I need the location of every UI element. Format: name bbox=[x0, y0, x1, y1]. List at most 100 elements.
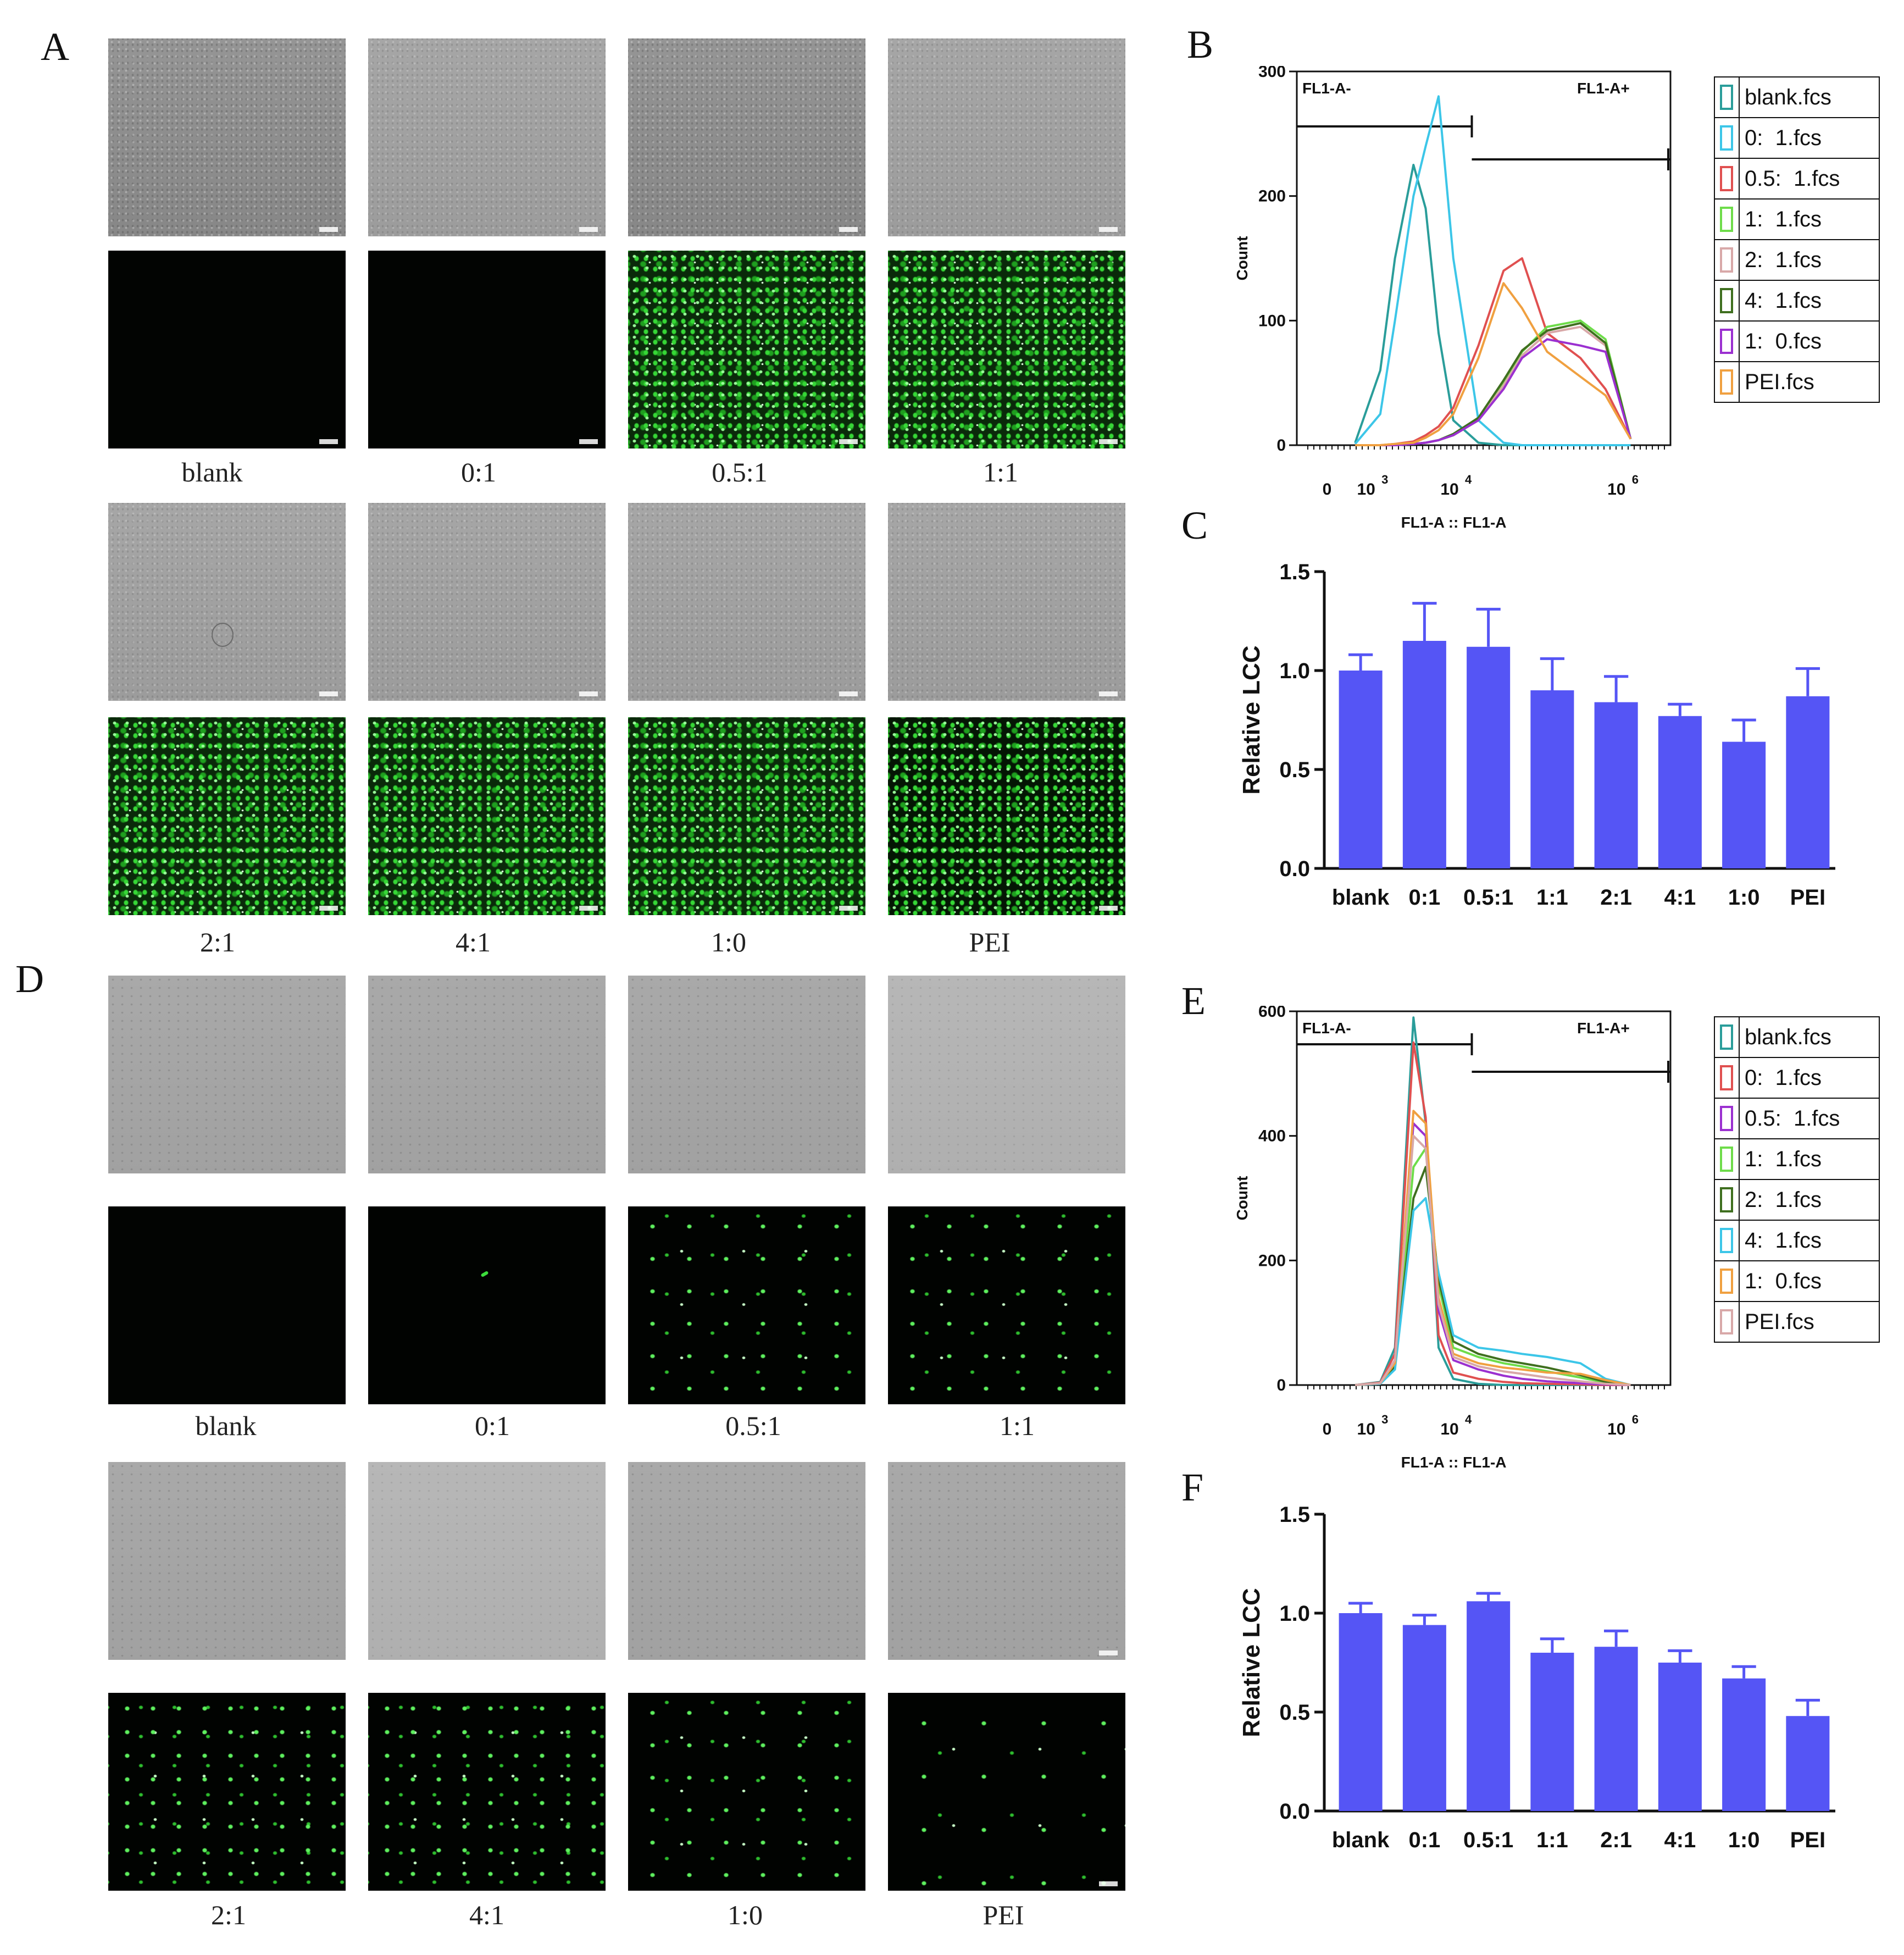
x-tick-label: PEI bbox=[1790, 1828, 1825, 1852]
x-tick-label: 0 bbox=[1323, 480, 1332, 499]
fluorescence-image bbox=[108, 717, 346, 915]
x-tick-label: 10 bbox=[1440, 480, 1458, 499]
image-label: 4:1 bbox=[469, 1899, 504, 1930]
legend-swatch bbox=[1720, 1269, 1733, 1294]
x-tick-label: 10 bbox=[1440, 1420, 1458, 1438]
x-tick-exponent: 4 bbox=[1465, 1413, 1472, 1426]
brightfield-image bbox=[368, 503, 606, 701]
plot-frame bbox=[1296, 1010, 1672, 1386]
relative-lcc-bar-chart-f: 0.0 0.5 1.0 1.5 Relative LCC blank 0:1 0.5:1 1:1… bbox=[1238, 1503, 1835, 1852]
legend-swatch bbox=[1720, 1024, 1733, 1050]
legend-entry: 0: 1.fcs bbox=[1745, 126, 1822, 150]
fluorescence-image bbox=[888, 1206, 1125, 1404]
y-tick-label: 0.0 bbox=[1279, 1799, 1310, 1824]
y-axis-title: Relative LCC bbox=[1238, 645, 1265, 794]
scale-bar bbox=[1099, 691, 1118, 696]
histogram-curve bbox=[1355, 1134, 1631, 1386]
x-tick-label: 10 bbox=[1357, 480, 1375, 499]
image-label: 0.5:1 bbox=[712, 457, 768, 488]
bar bbox=[1722, 741, 1766, 868]
legend-entry: 1: 1.fcs bbox=[1745, 207, 1822, 231]
x-tick-label: blank bbox=[1332, 1828, 1390, 1852]
legend-swatch bbox=[1720, 1187, 1733, 1212]
bar bbox=[1467, 1601, 1511, 1811]
image-label: 0:1 bbox=[461, 457, 496, 488]
image-label: 2:1 bbox=[200, 927, 235, 957]
bar bbox=[1530, 690, 1574, 868]
x-tick-label: 10 bbox=[1357, 1420, 1375, 1438]
legend-swatch bbox=[1720, 1065, 1733, 1090]
x-tick-label: 1:0 bbox=[1728, 1828, 1760, 1852]
x-tick-label: 4:1 bbox=[1664, 885, 1696, 910]
x-tick-label: 0 bbox=[1323, 1420, 1332, 1438]
y-tick-label: 0.5 bbox=[1279, 758, 1310, 782]
histogram-curve bbox=[1355, 282, 1632, 446]
scale-bar bbox=[1099, 439, 1118, 444]
legend-entry: 1: 1.fcs bbox=[1745, 1147, 1822, 1171]
panel-letter-d: D bbox=[15, 957, 44, 1001]
y-tick-label: 400 bbox=[1258, 1127, 1286, 1145]
fluorescence-image bbox=[108, 251, 346, 448]
gate-label-negative: FL1-A- bbox=[1302, 1020, 1351, 1037]
relative-lcc-bar-chart-c: 0.0 0.5 1.0 1.5 Relative LCC blank 0:1 0.5:1 1:1… bbox=[1238, 560, 1835, 910]
y-axis-title: Relative LCC bbox=[1238, 1588, 1265, 1737]
image-label: blank bbox=[195, 1410, 257, 1441]
fluorescence-image bbox=[368, 1693, 606, 1891]
brightfield-image bbox=[888, 503, 1125, 701]
legend-swatch bbox=[1720, 207, 1733, 232]
fluorescence-image bbox=[888, 1693, 1125, 1891]
x-tick-label: 0.5:1 bbox=[1463, 885, 1513, 910]
panel-letter-b: B bbox=[1187, 23, 1214, 67]
x-tick-label: 0:1 bbox=[1408, 885, 1440, 910]
scale-bar bbox=[579, 691, 598, 696]
brightfield-image bbox=[368, 38, 606, 236]
image-label: 2:1 bbox=[211, 1899, 246, 1930]
x-tick-label: 0.5:1 bbox=[1463, 1828, 1513, 1852]
brightfield-image bbox=[888, 976, 1125, 1173]
legend-entry: 1: 0.fcs bbox=[1745, 329, 1822, 353]
fluorescence-image bbox=[368, 1206, 606, 1404]
x-tick-label: blank bbox=[1332, 885, 1390, 910]
histogram-curve bbox=[1355, 1041, 1631, 1386]
histogram-curve bbox=[1355, 257, 1632, 446]
y-tick-label: 600 bbox=[1258, 1006, 1286, 1021]
brightfield-image bbox=[108, 503, 346, 701]
image-label: 1:1 bbox=[983, 457, 1018, 488]
legend-entry: PEI.fcs bbox=[1745, 370, 1814, 394]
bar bbox=[1658, 716, 1702, 868]
fluorescence-image bbox=[888, 251, 1125, 448]
y-tick-label: 1.0 bbox=[1279, 659, 1310, 683]
fluorescence-image bbox=[368, 251, 606, 448]
image-label: 1:1 bbox=[1000, 1410, 1035, 1441]
legend-swatch bbox=[1720, 166, 1733, 191]
legend-entry: PEI.fcs bbox=[1745, 1310, 1814, 1334]
scale-bar bbox=[839, 227, 858, 232]
x-tick-exponent: 4 bbox=[1465, 473, 1472, 486]
y-tick-label: 0 bbox=[1276, 1376, 1286, 1394]
fluorescence-image bbox=[888, 717, 1125, 915]
fluorescence-image bbox=[628, 1206, 865, 1404]
fluorescence-image bbox=[628, 1693, 865, 1891]
x-tick-exponent: 6 bbox=[1632, 473, 1639, 486]
scale-bar bbox=[1099, 906, 1118, 911]
gate-label-positive: FL1-A+ bbox=[1577, 1020, 1630, 1037]
x-tick-label: 4:1 bbox=[1664, 1828, 1696, 1852]
brightfield-image bbox=[628, 38, 865, 236]
bar bbox=[1339, 671, 1383, 868]
x-axis-title: FL1-A :: FL1-A bbox=[1401, 1454, 1507, 1471]
scale-bar bbox=[839, 906, 858, 911]
y-tick-label: 200 bbox=[1258, 187, 1286, 206]
fluorescence-image bbox=[368, 717, 606, 915]
image-label: blank bbox=[181, 457, 243, 488]
bar bbox=[1594, 1647, 1638, 1811]
x-tick-label: 2:1 bbox=[1600, 885, 1632, 910]
bar bbox=[1786, 696, 1830, 868]
legend-swatch bbox=[1720, 288, 1733, 313]
fluorescence-image bbox=[108, 1206, 346, 1404]
histogram-curve bbox=[1354, 95, 1631, 446]
scale-bar bbox=[579, 906, 598, 911]
x-tick-label: 1:1 bbox=[1536, 1828, 1568, 1852]
cell-cluster bbox=[212, 623, 234, 647]
brightfield-image bbox=[368, 976, 606, 1173]
legend-entry: 2: 1.fcs bbox=[1745, 248, 1822, 272]
